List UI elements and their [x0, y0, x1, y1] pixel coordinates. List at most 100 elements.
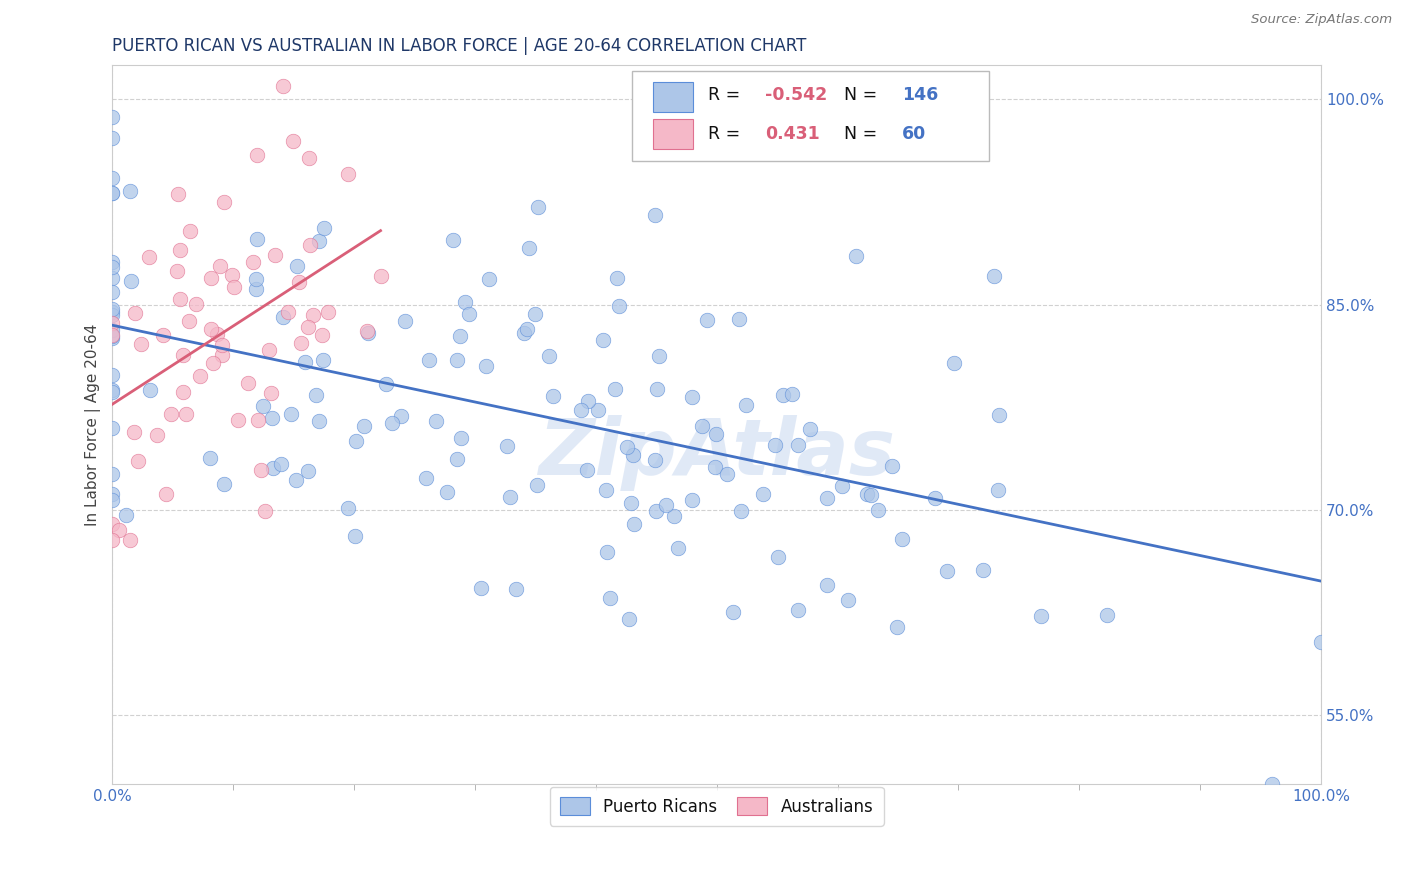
Point [297, 320, 319, 334]
Point [172, 348, 194, 362]
Point [370, 268, 392, 283]
Point [259, 343, 281, 357]
Text: R =: R = [709, 87, 747, 104]
Point [188, 368, 211, 383]
Point [357, 326, 380, 341]
Point [101, 517, 124, 532]
Point [101, 467, 124, 482]
Point [644, 452, 666, 467]
Point [211, 338, 233, 352]
Point [988, 409, 1011, 423]
Point [599, 591, 621, 605]
Point [375, 376, 398, 391]
Point [101, 421, 124, 435]
Point [513, 326, 536, 340]
Point [751, 487, 773, 501]
Point [249, 463, 271, 477]
Point [115, 508, 138, 522]
Point [101, 285, 124, 299]
Point [648, 349, 671, 363]
Point [221, 268, 243, 282]
Point [621, 448, 644, 462]
Point [101, 328, 124, 343]
Point [101, 384, 124, 399]
Legend: Puerto Ricans, Australians: Puerto Ricans, Australians [550, 787, 883, 826]
Point [118, 533, 141, 548]
Point [730, 504, 752, 518]
Point [270, 457, 292, 471]
Point [817, 578, 839, 592]
Point [101, 316, 124, 330]
Point [418, 353, 440, 368]
Point [101, 487, 124, 501]
Point [337, 167, 360, 181]
Point [623, 517, 645, 532]
Point [211, 348, 233, 362]
Point [271, 78, 294, 93]
Point [436, 484, 458, 499]
Point [457, 307, 479, 321]
Point [425, 414, 447, 428]
Point [290, 336, 312, 351]
Point [343, 529, 366, 543]
Point [101, 255, 124, 269]
Point [101, 131, 124, 145]
Point [101, 186, 124, 200]
Point [308, 414, 330, 428]
Point [703, 460, 725, 475]
Point [245, 272, 267, 286]
Point [454, 294, 477, 309]
Point [478, 271, 501, 285]
Point [179, 314, 201, 328]
Point [138, 250, 160, 264]
Point [200, 322, 222, 336]
Point [716, 467, 738, 481]
Point [297, 464, 319, 478]
Point [308, 234, 330, 248]
Point [246, 232, 269, 246]
Point [616, 440, 638, 454]
Point [305, 388, 328, 402]
Point [212, 477, 235, 491]
FancyBboxPatch shape [633, 71, 988, 161]
Point [155, 487, 177, 501]
Point [209, 259, 232, 273]
Point [312, 221, 335, 235]
Point [145, 428, 167, 442]
Text: 0.431: 0.431 [765, 125, 820, 143]
Point [837, 593, 859, 607]
Point [537, 349, 560, 363]
Point [596, 544, 619, 558]
Point [260, 385, 283, 400]
Point [728, 312, 751, 326]
Point [101, 186, 124, 200]
Point [415, 471, 437, 485]
Point [101, 308, 124, 322]
Point [166, 264, 188, 278]
Point [172, 385, 194, 400]
Point [890, 533, 912, 547]
Point [655, 498, 678, 512]
Point [285, 259, 308, 273]
Point [101, 110, 124, 124]
Point [924, 491, 946, 505]
Point [786, 603, 808, 617]
Point [101, 533, 124, 548]
Point [704, 427, 727, 442]
Point [815, 491, 838, 506]
Point [311, 353, 333, 368]
Point [139, 383, 162, 397]
Point [619, 495, 641, 509]
Point [101, 271, 124, 285]
Point [935, 118, 957, 132]
Point [441, 233, 464, 247]
Point [160, 407, 183, 421]
Point [845, 249, 868, 263]
Point [763, 437, 786, 451]
Point [302, 309, 325, 323]
Point [527, 200, 550, 214]
Point [664, 509, 686, 524]
Point [644, 208, 666, 222]
Point [645, 383, 668, 397]
Point [101, 170, 124, 185]
